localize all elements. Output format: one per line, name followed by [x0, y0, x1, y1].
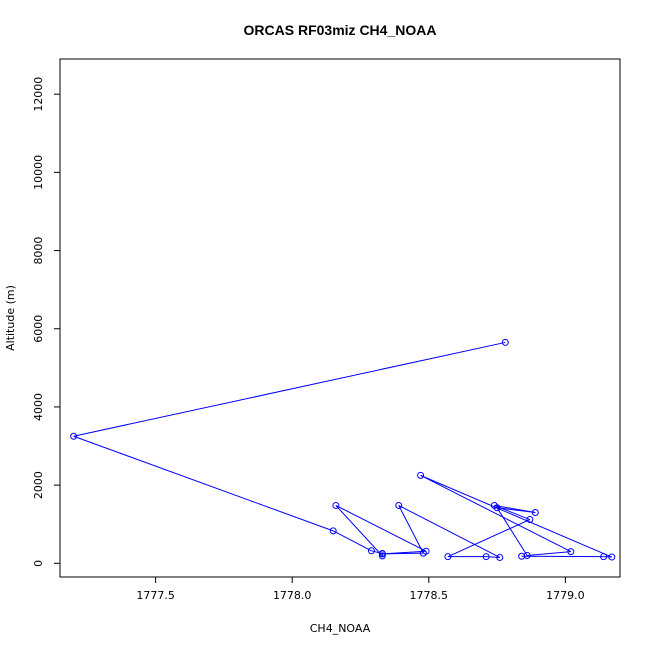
x-axis-label: CH4_NOAA [310, 622, 371, 635]
data-point [567, 548, 575, 556]
series-line-segment [420, 474, 613, 558]
series-line-segment [335, 505, 383, 557]
y-tick-label: 12000 [32, 77, 45, 112]
data-point [518, 552, 526, 560]
series-line-segment [527, 551, 571, 556]
data-point [493, 504, 501, 512]
data-point [329, 527, 337, 535]
data-point [395, 501, 403, 509]
series-points [70, 338, 616, 561]
x-tick-label: 1777.5 [136, 589, 175, 602]
series-line-segment [398, 505, 501, 558]
series-line-segment [335, 505, 427, 552]
data-point [367, 547, 375, 555]
series-line-segment [497, 507, 536, 513]
series-line-segment [496, 507, 528, 556]
y-tick-label: 2000 [32, 471, 45, 499]
series-line-segment [332, 530, 372, 552]
series-line-segment [447, 519, 531, 558]
data-point [444, 553, 452, 561]
plot-frame [59, 58, 621, 578]
data-point [501, 338, 509, 346]
y-tick-label: 6000 [32, 315, 45, 343]
x-tick-label: 1779.0 [546, 589, 585, 602]
data-point [378, 550, 386, 558]
data-point [526, 516, 534, 524]
data-point [417, 471, 425, 479]
y-ticks: 0 2000 4000 6000 8000 10000 12000 [32, 77, 60, 567]
data-point [70, 432, 78, 440]
data-point [600, 553, 608, 561]
series-line-segment [420, 474, 572, 553]
y-tick-label: 4000 [32, 393, 45, 421]
data-point [531, 508, 539, 516]
x-ticks: 1777.5 1778.0 1778.5 1779.0 [136, 577, 585, 602]
series-line-segment [382, 552, 424, 555]
series-lines [73, 341, 613, 558]
series-line-segment [486, 556, 500, 558]
y-tick-label: 8000 [32, 237, 45, 265]
data-point [419, 549, 427, 557]
data-point [608, 553, 616, 561]
data-point [496, 553, 504, 561]
data-point [378, 552, 386, 560]
x-tick-label: 1778.5 [410, 589, 449, 602]
data-point [332, 501, 340, 509]
y-tick-label: 10000 [32, 155, 45, 190]
chart-title: ORCAS RF03miz CH4_NOAA [244, 22, 437, 38]
x-tick-label: 1778.0 [273, 589, 312, 602]
y-tick-label: 0 [32, 560, 45, 567]
series-line-segment [73, 435, 334, 532]
data-point [482, 553, 490, 561]
series-line-segment [73, 341, 506, 437]
series-line-segment [398, 505, 424, 554]
y-axis-label: Altitude (m) [4, 285, 17, 351]
